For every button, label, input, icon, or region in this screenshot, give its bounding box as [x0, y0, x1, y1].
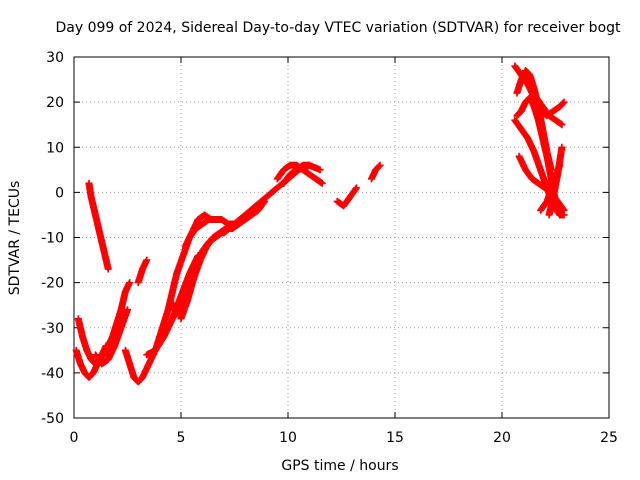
data-point-marker	[316, 166, 324, 174]
x-tick-label: 20	[493, 430, 511, 446]
chart-title: Day 099 of 2024, Sidereal Day-to-day VTE…	[55, 20, 621, 36]
y-tick-label: 30	[46, 50, 64, 66]
y-tick-label: -40	[41, 366, 64, 382]
y-tick-label: 10	[46, 140, 64, 156]
data-point-marker	[104, 265, 112, 273]
x-axis-label: GPS time / hours	[281, 458, 398, 474]
x-tick-label: 15	[386, 430, 404, 446]
y-tick-label: -50	[41, 411, 64, 427]
data-marks	[72, 62, 568, 386]
y-tick-label: -10	[41, 231, 64, 247]
data-point-marker	[207, 215, 215, 223]
y-axis-label: SDTVAR / TECUs	[7, 181, 23, 296]
grid	[74, 57, 609, 418]
data-point-marker	[558, 143, 566, 151]
data-point-marker	[559, 99, 567, 107]
data-point-marker	[375, 162, 383, 170]
x-tick-label: 10	[279, 430, 297, 446]
data-point-marker	[126, 279, 134, 287]
data-point-marker	[124, 306, 131, 314]
data-point-marker	[558, 121, 566, 129]
data-point-marker	[352, 184, 360, 192]
y-tick-label: -30	[41, 321, 64, 337]
y-tick-label: 0	[55, 185, 64, 201]
data-point-marker	[318, 179, 326, 187]
data-point-marker	[560, 211, 568, 219]
data-point-marker	[547, 166, 555, 174]
data-point-marker	[305, 161, 313, 169]
x-tick-label: 5	[177, 430, 186, 446]
data-point-marker	[352, 185, 360, 193]
x-tick-label: 25	[600, 430, 618, 446]
data-point-marker	[376, 161, 384, 169]
data-point-marker	[560, 98, 568, 106]
data-point-marker	[143, 256, 151, 264]
y-tick-label: 20	[46, 95, 64, 111]
y-tick-label: -20	[41, 276, 64, 292]
x-tick-label: 0	[70, 430, 79, 446]
axis-ticks: 0 5 10 15 20 25 -50 -40 -30 -20 -10 0 10 20 30	[41, 50, 618, 446]
